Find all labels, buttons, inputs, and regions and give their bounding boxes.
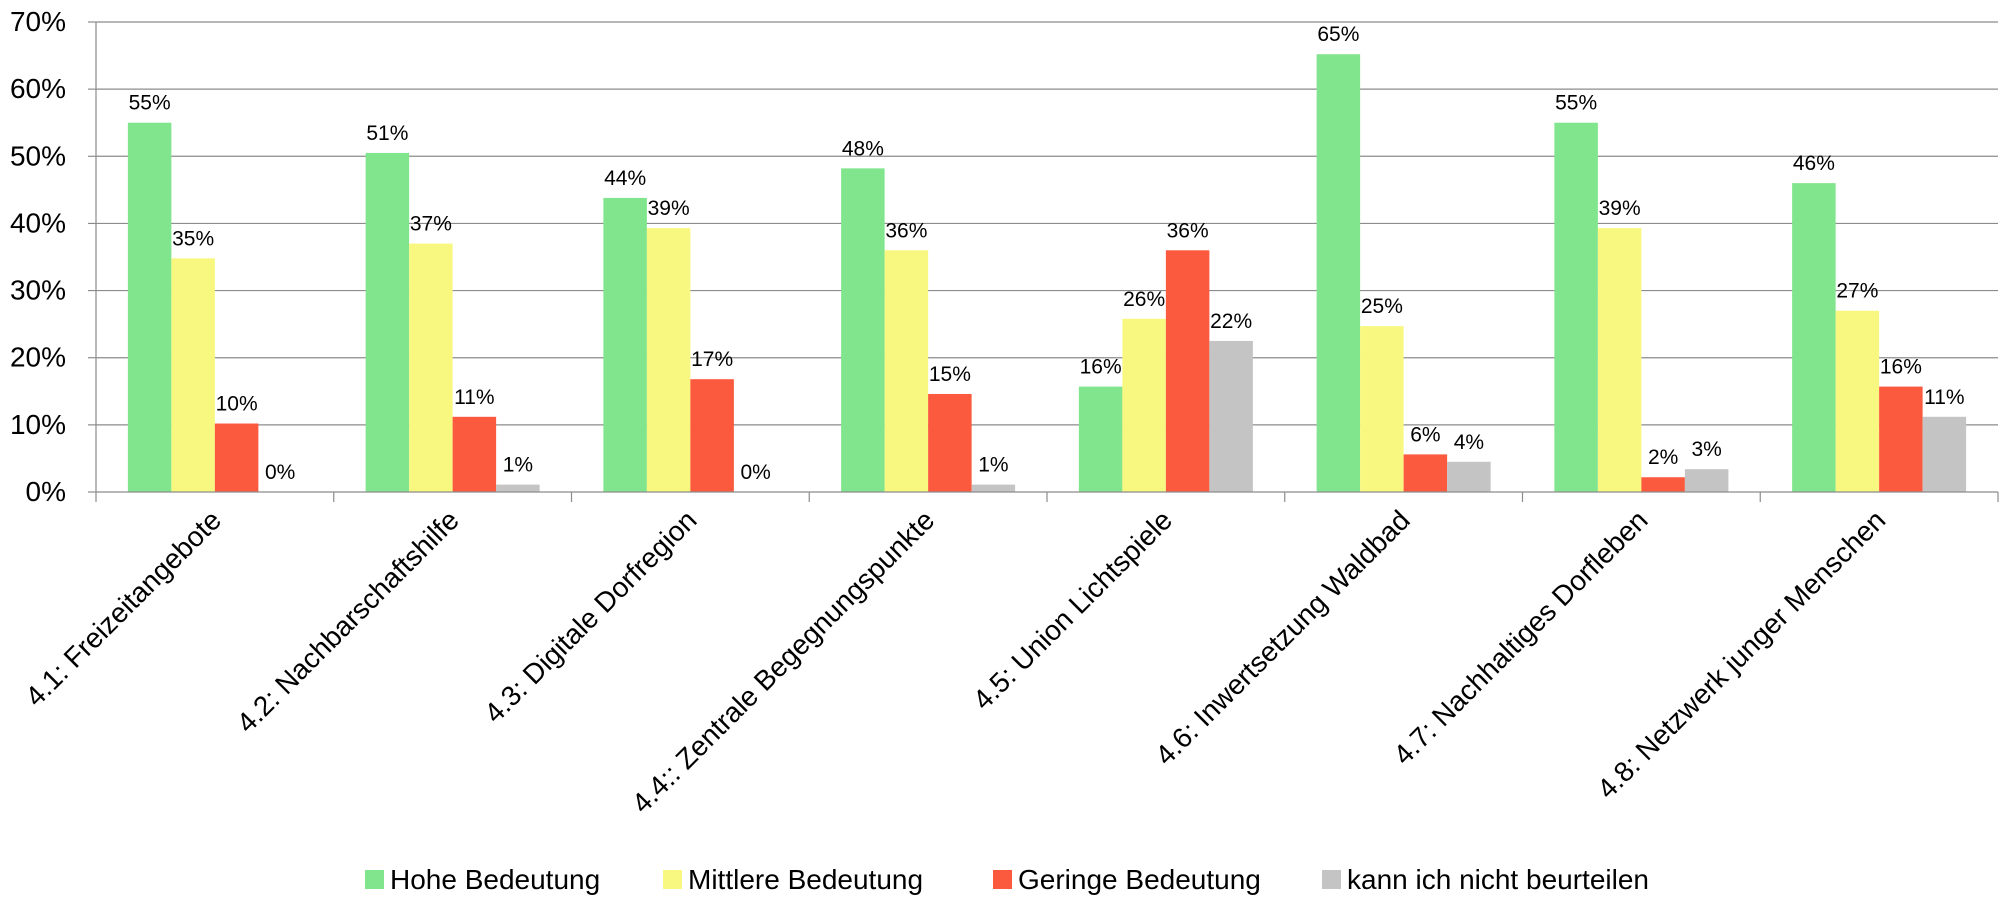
data-label: 17%: [691, 348, 733, 371]
data-label: 16%: [1080, 356, 1122, 379]
y-tick-label: 60%: [10, 73, 66, 104]
data-label: 51%: [366, 122, 408, 145]
y-tick-label: 30%: [10, 275, 66, 306]
bar: [884, 250, 929, 492]
x-tick-label: 4.2: Nachbarschaftshilfe: [231, 504, 465, 738]
legend-label: kann ich nicht beurteilen: [1347, 864, 1649, 895]
bar: [1597, 228, 1642, 492]
y-tick-label: 10%: [10, 409, 66, 440]
data-label: 4%: [1454, 431, 1484, 454]
x-tick-label: 4.7: Nachhaltiges Dorfleben: [1387, 504, 1653, 770]
data-label: 25%: [1361, 295, 1403, 318]
bar: [1792, 183, 1836, 492]
legend: Hohe Bedeutung Mittlere Bedeutung Geringe …: [365, 864, 1649, 895]
bar: [1922, 416, 1967, 492]
data-label: 26%: [1123, 288, 1165, 311]
data-label: 35%: [172, 227, 214, 250]
bar: [452, 416, 497, 492]
x-axis: 4.1: Freizeitangebote 4.2: Nachbarschafts…: [19, 491, 1999, 819]
data-label: 55%: [129, 92, 171, 115]
data-label: 15%: [929, 363, 971, 386]
bar: [1209, 340, 1253, 492]
legend-swatch: [365, 870, 384, 889]
bar: [690, 379, 734, 492]
data-label: 27%: [1836, 280, 1878, 303]
legend-label: Mittlere Bedeutung: [688, 864, 923, 895]
bar: [603, 197, 647, 492]
bar: [1554, 122, 1598, 492]
bar: [1078, 386, 1123, 492]
x-tick-label: 4.8: Netzwerk junger Menschen: [1591, 504, 1891, 804]
data-label: 39%: [1599, 197, 1641, 220]
data-label: 48%: [842, 137, 884, 160]
data-label: 65%: [1317, 23, 1359, 46]
data-labels: 55% 51% 44% 48% 16% 65% 55% 46% 35% 37% 39% 36% 26% 2…: [129, 23, 1965, 484]
y-tick-label: 0%: [26, 476, 66, 507]
bar: [646, 228, 691, 492]
data-label: 10%: [216, 393, 258, 416]
bar: [365, 152, 410, 492]
bar: [1403, 454, 1448, 492]
bar: [214, 423, 259, 492]
legend-swatch: [1322, 870, 1341, 889]
bar: [841, 168, 885, 492]
legend-swatch: [993, 870, 1012, 889]
data-label: 44%: [604, 167, 646, 190]
data-label: 55%: [1555, 92, 1597, 115]
data-label: 11%: [1924, 386, 1964, 409]
y-axis: 0% 10% 20% 30% 40% 50% 60% 70%: [10, 6, 97, 507]
legend-label: Geringe Bedeutung: [1018, 864, 1261, 895]
data-label: 0%: [265, 461, 295, 484]
bar: [1447, 461, 1491, 492]
legend-label: Hohe Bedeutung: [390, 864, 600, 895]
y-tick-label: 50%: [10, 140, 66, 171]
data-label: 39%: [648, 197, 690, 220]
bar: [1316, 54, 1361, 492]
y-tick-label: 20%: [10, 342, 66, 373]
data-label: 22%: [1210, 310, 1252, 333]
x-tick-label: 4.1: Freizeitangebote: [19, 504, 227, 712]
bar: [1165, 250, 1210, 492]
y-tick-label: 70%: [10, 6, 66, 37]
bar: [127, 122, 172, 492]
legend-swatch: [663, 870, 682, 889]
data-label: 46%: [1793, 152, 1835, 175]
bar: [1879, 386, 1923, 492]
x-tick-label: 4.6: Inwertsetzung Waldbad: [1149, 504, 1416, 771]
bar: [971, 484, 1016, 492]
bar: [1835, 310, 1880, 492]
bars: [127, 54, 1967, 492]
data-label: 3%: [1691, 438, 1721, 461]
data-label: 37%: [410, 213, 452, 236]
data-label: 1%: [503, 454, 533, 477]
bar: [1122, 318, 1166, 492]
data-label: 16%: [1880, 356, 1922, 379]
x-tick-label: 4.3: Digitale Dorfregion: [478, 504, 702, 728]
data-label: 36%: [885, 219, 927, 242]
bar: [496, 484, 540, 492]
data-label: 2%: [1648, 446, 1678, 469]
data-label: 6%: [1410, 423, 1440, 446]
bar: [1641, 477, 1685, 492]
data-label: 36%: [1167, 219, 1209, 242]
bar: [409, 243, 453, 492]
bar: [1360, 326, 1404, 492]
bar: [1684, 469, 1729, 492]
data-label: 11%: [454, 386, 494, 409]
bar: [928, 393, 972, 492]
data-label: 1%: [978, 454, 1008, 477]
y-tick-label: 40%: [10, 207, 66, 238]
data-label: 0%: [740, 461, 770, 484]
bar: [171, 258, 215, 492]
x-tick-label: 4.5: Union Lichtspiele: [967, 504, 1178, 715]
